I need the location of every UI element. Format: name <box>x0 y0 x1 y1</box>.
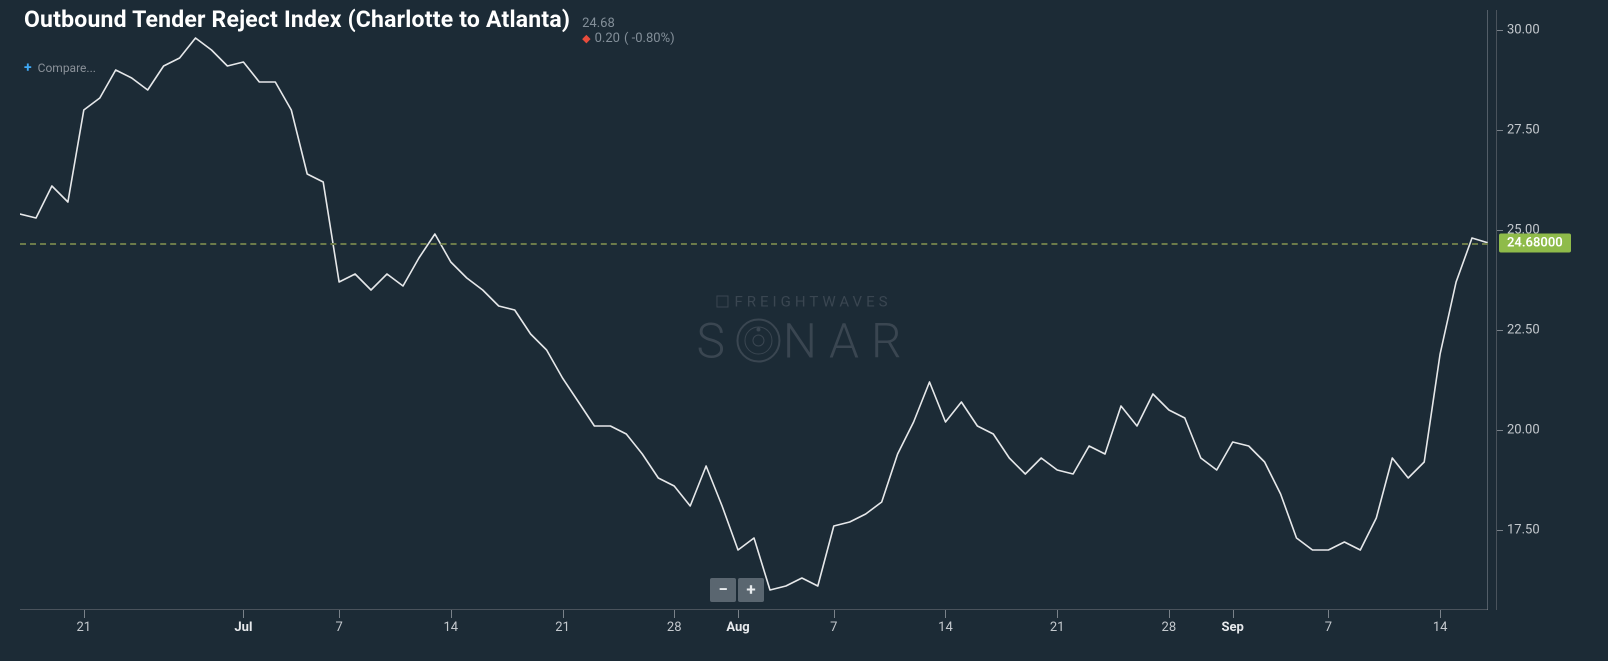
y-axis-label: 27.50 <box>1507 123 1540 138</box>
price-tag: 24.68000 <box>1499 233 1571 252</box>
x-tick <box>674 610 675 618</box>
x-tick <box>339 610 340 618</box>
y-axis: 30.0027.5025.0022.5020.0017.5024.68000 <box>1496 10 1596 610</box>
x-axis-label: 28 <box>1162 620 1177 635</box>
x-axis-label: 7 <box>335 620 342 635</box>
x-tick <box>451 610 452 618</box>
zoom-out-button[interactable]: − <box>710 578 736 602</box>
y-axis-label: 20.00 <box>1507 423 1540 438</box>
x-axis-label: Sep <box>1222 620 1244 635</box>
x-axis-label: 21 <box>1050 620 1065 635</box>
y-axis-label: 30.00 <box>1507 23 1540 38</box>
y-axis-label: 17.50 <box>1507 523 1540 538</box>
x-axis-label: 21 <box>555 620 570 635</box>
x-tick <box>1440 610 1441 618</box>
x-axis-label: 14 <box>444 620 459 635</box>
y-tick <box>1497 330 1503 331</box>
y-tick <box>1497 530 1503 531</box>
x-axis-label: 28 <box>667 620 682 635</box>
y-tick <box>1497 30 1503 31</box>
x-tick <box>945 610 946 618</box>
x-tick <box>1057 610 1058 618</box>
x-tick <box>834 610 835 618</box>
x-axis-label: 14 <box>1433 620 1448 635</box>
x-tick <box>1169 610 1170 618</box>
y-tick <box>1497 230 1503 231</box>
x-axis-label: Jul <box>234 620 252 635</box>
y-tick <box>1497 130 1503 131</box>
zoom-in-button[interactable]: + <box>738 578 764 602</box>
x-axis-label: 7 <box>1325 620 1332 635</box>
x-axis-label: 14 <box>938 620 953 635</box>
x-tick <box>1328 610 1329 618</box>
x-axis-label: 21 <box>77 620 92 635</box>
x-axis-label: Aug <box>726 620 749 635</box>
x-axis-label: 7 <box>830 620 837 635</box>
x-tick <box>84 610 85 618</box>
y-tick <box>1497 430 1503 431</box>
x-tick <box>738 610 739 618</box>
chart-svg <box>20 10 1488 610</box>
x-tick <box>243 610 244 618</box>
x-tick <box>1233 610 1234 618</box>
x-tick <box>563 610 564 618</box>
chart-plot-area[interactable] <box>20 10 1488 610</box>
zoom-controls: − + <box>710 578 764 602</box>
baseline <box>20 243 1488 245</box>
x-axis: 21 Jul 7 14 21 28 Aug 7 14 21 28 Sep 7 14 <box>20 610 1488 650</box>
y-axis-label: 22.50 <box>1507 323 1540 338</box>
